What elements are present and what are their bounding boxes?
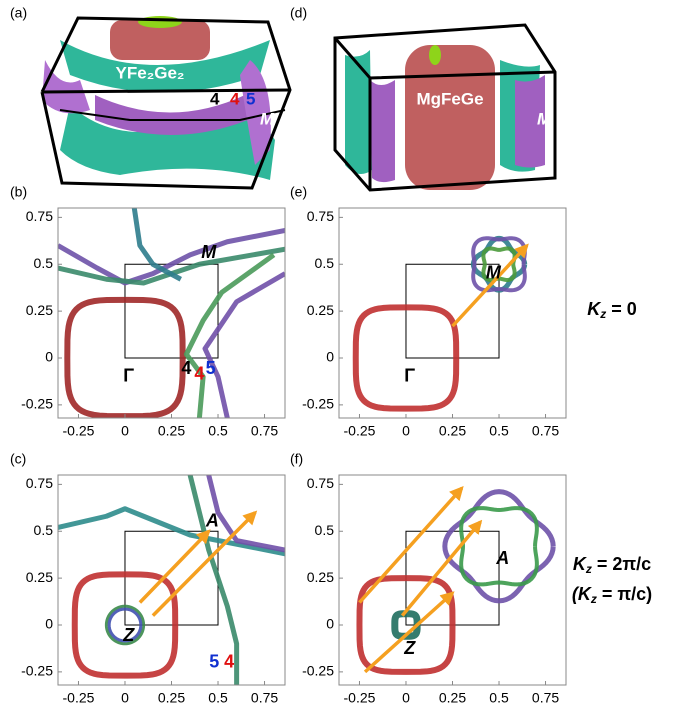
y-tick-label: 0.25 xyxy=(26,569,53,585)
row-label-main: (K xyxy=(572,584,593,604)
y-tick-label: 0 xyxy=(45,349,53,365)
annotation: A xyxy=(495,548,509,568)
y-tick-label: 0.75 xyxy=(307,475,334,491)
plot-area xyxy=(359,488,553,672)
x-tick-label: 0.25 xyxy=(158,690,185,706)
x-tick-label: 0 xyxy=(121,423,129,439)
y-tick-label: 0.25 xyxy=(26,302,53,318)
y-tick-label: 0 xyxy=(45,616,53,632)
annotation: 4 xyxy=(181,358,191,378)
annotation: Z xyxy=(403,638,416,658)
x-tick-label: 0.5 xyxy=(489,423,509,439)
y-tick-label: 0.75 xyxy=(26,208,53,224)
x-tick-label: 0.5 xyxy=(208,423,228,439)
y-tick-label: 0 xyxy=(326,616,334,632)
row-label-rest: = 0 xyxy=(606,299,637,319)
x-tick-label: -0.25 xyxy=(344,423,376,439)
panel-label: (b) xyxy=(10,184,27,200)
nesting-arrow xyxy=(453,246,527,327)
x-tick-label: 0.75 xyxy=(532,423,559,439)
x-tick-label: 0.5 xyxy=(208,690,228,706)
y-tick-label: -0.25 xyxy=(302,396,334,412)
panel-label: (a) xyxy=(10,5,27,21)
annotation: Γ xyxy=(123,366,134,386)
annotation: Z xyxy=(122,625,135,645)
y-tick-label: 0.25 xyxy=(307,302,334,318)
x-tick-label: 0.75 xyxy=(251,423,278,439)
panel-label: (c) xyxy=(10,451,26,467)
y-tick-label: 0.5 xyxy=(315,522,335,538)
row-label-sub: z xyxy=(599,307,606,321)
annotation: 4 xyxy=(210,89,220,108)
panel-label: (d) xyxy=(290,5,307,21)
annotation: Γ xyxy=(404,366,415,386)
x-tick-label: -0.25 xyxy=(63,423,95,439)
y-tick-label: -0.25 xyxy=(21,396,53,412)
x-tick-label: 0.25 xyxy=(439,423,466,439)
x-tick-label: 0.25 xyxy=(158,423,185,439)
panel-label: (e) xyxy=(290,184,307,200)
x-tick-label: 0.75 xyxy=(251,690,278,706)
x-tick-label: 0 xyxy=(402,690,410,706)
plot: -0.25 0 0.25 0.5 0.75 -0.25 0 0.25 0.5 0.75 A Z xyxy=(302,475,566,706)
annotation: M xyxy=(537,109,552,128)
panel-label: (f) xyxy=(290,451,303,467)
x-tick-label: -0.25 xyxy=(344,690,376,706)
row-label-rest: = 2π/c xyxy=(592,554,651,574)
y-tick-label: 0.5 xyxy=(34,255,54,271)
y-tick-label: 0.75 xyxy=(307,208,334,224)
material-label: MgFeGe xyxy=(416,89,483,108)
annotation: 5 xyxy=(209,651,219,671)
annotation: A xyxy=(205,511,219,531)
material-label: YFe₂Ge₂ xyxy=(116,63,185,82)
x-tick-label: 0.75 xyxy=(532,690,559,706)
annotation: 4 xyxy=(230,89,240,108)
x-tick-label: 0.25 xyxy=(439,690,466,706)
annotation: 4 xyxy=(224,651,234,671)
figure: (a)YFe₂Ge₂445M(d)MgFeGeM(b)-0.2500.250.5… xyxy=(0,0,684,711)
x-tick-label: 0 xyxy=(121,690,129,706)
row-label-sub: z xyxy=(585,562,592,576)
nesting-arrow xyxy=(365,593,452,672)
annotation: 5 xyxy=(206,358,216,378)
row-label: Kz = 0 xyxy=(587,299,637,321)
x-tick-label: 0.5 xyxy=(489,690,509,706)
y-tick-label: 0.25 xyxy=(307,569,334,585)
annotation: 4 xyxy=(194,364,204,384)
y-tick-label: 0.5 xyxy=(34,522,54,538)
y-tick-label: 0 xyxy=(326,349,334,365)
fermi-contour xyxy=(186,255,273,418)
y-tick-label: 0.5 xyxy=(315,255,335,271)
annotation: M xyxy=(486,262,502,282)
row-label: Kz = 2π/c xyxy=(573,554,651,576)
row-label: (Kz = π/c) xyxy=(572,584,652,606)
annotation: 5 xyxy=(246,89,255,108)
fermi-contour xyxy=(134,208,181,279)
y-tick-label: -0.25 xyxy=(302,663,334,679)
row-label-rest: = π/c) xyxy=(597,584,652,604)
plot-area xyxy=(58,475,285,685)
row-label-sub: z xyxy=(590,592,597,606)
annotation: M xyxy=(201,242,217,262)
plot-area xyxy=(58,208,285,418)
x-tick-label: 0 xyxy=(402,423,410,439)
y-tick-label: -0.25 xyxy=(21,663,53,679)
y-tick-label: 0.75 xyxy=(26,475,53,491)
plot-area xyxy=(356,238,527,408)
annotation: M xyxy=(260,109,275,128)
x-tick-label: -0.25 xyxy=(63,690,95,706)
plot: -0.25 0 0.25 0.5 0.75 -0.25 0 0.25 0.5 0.75 M Γ xyxy=(302,208,566,439)
